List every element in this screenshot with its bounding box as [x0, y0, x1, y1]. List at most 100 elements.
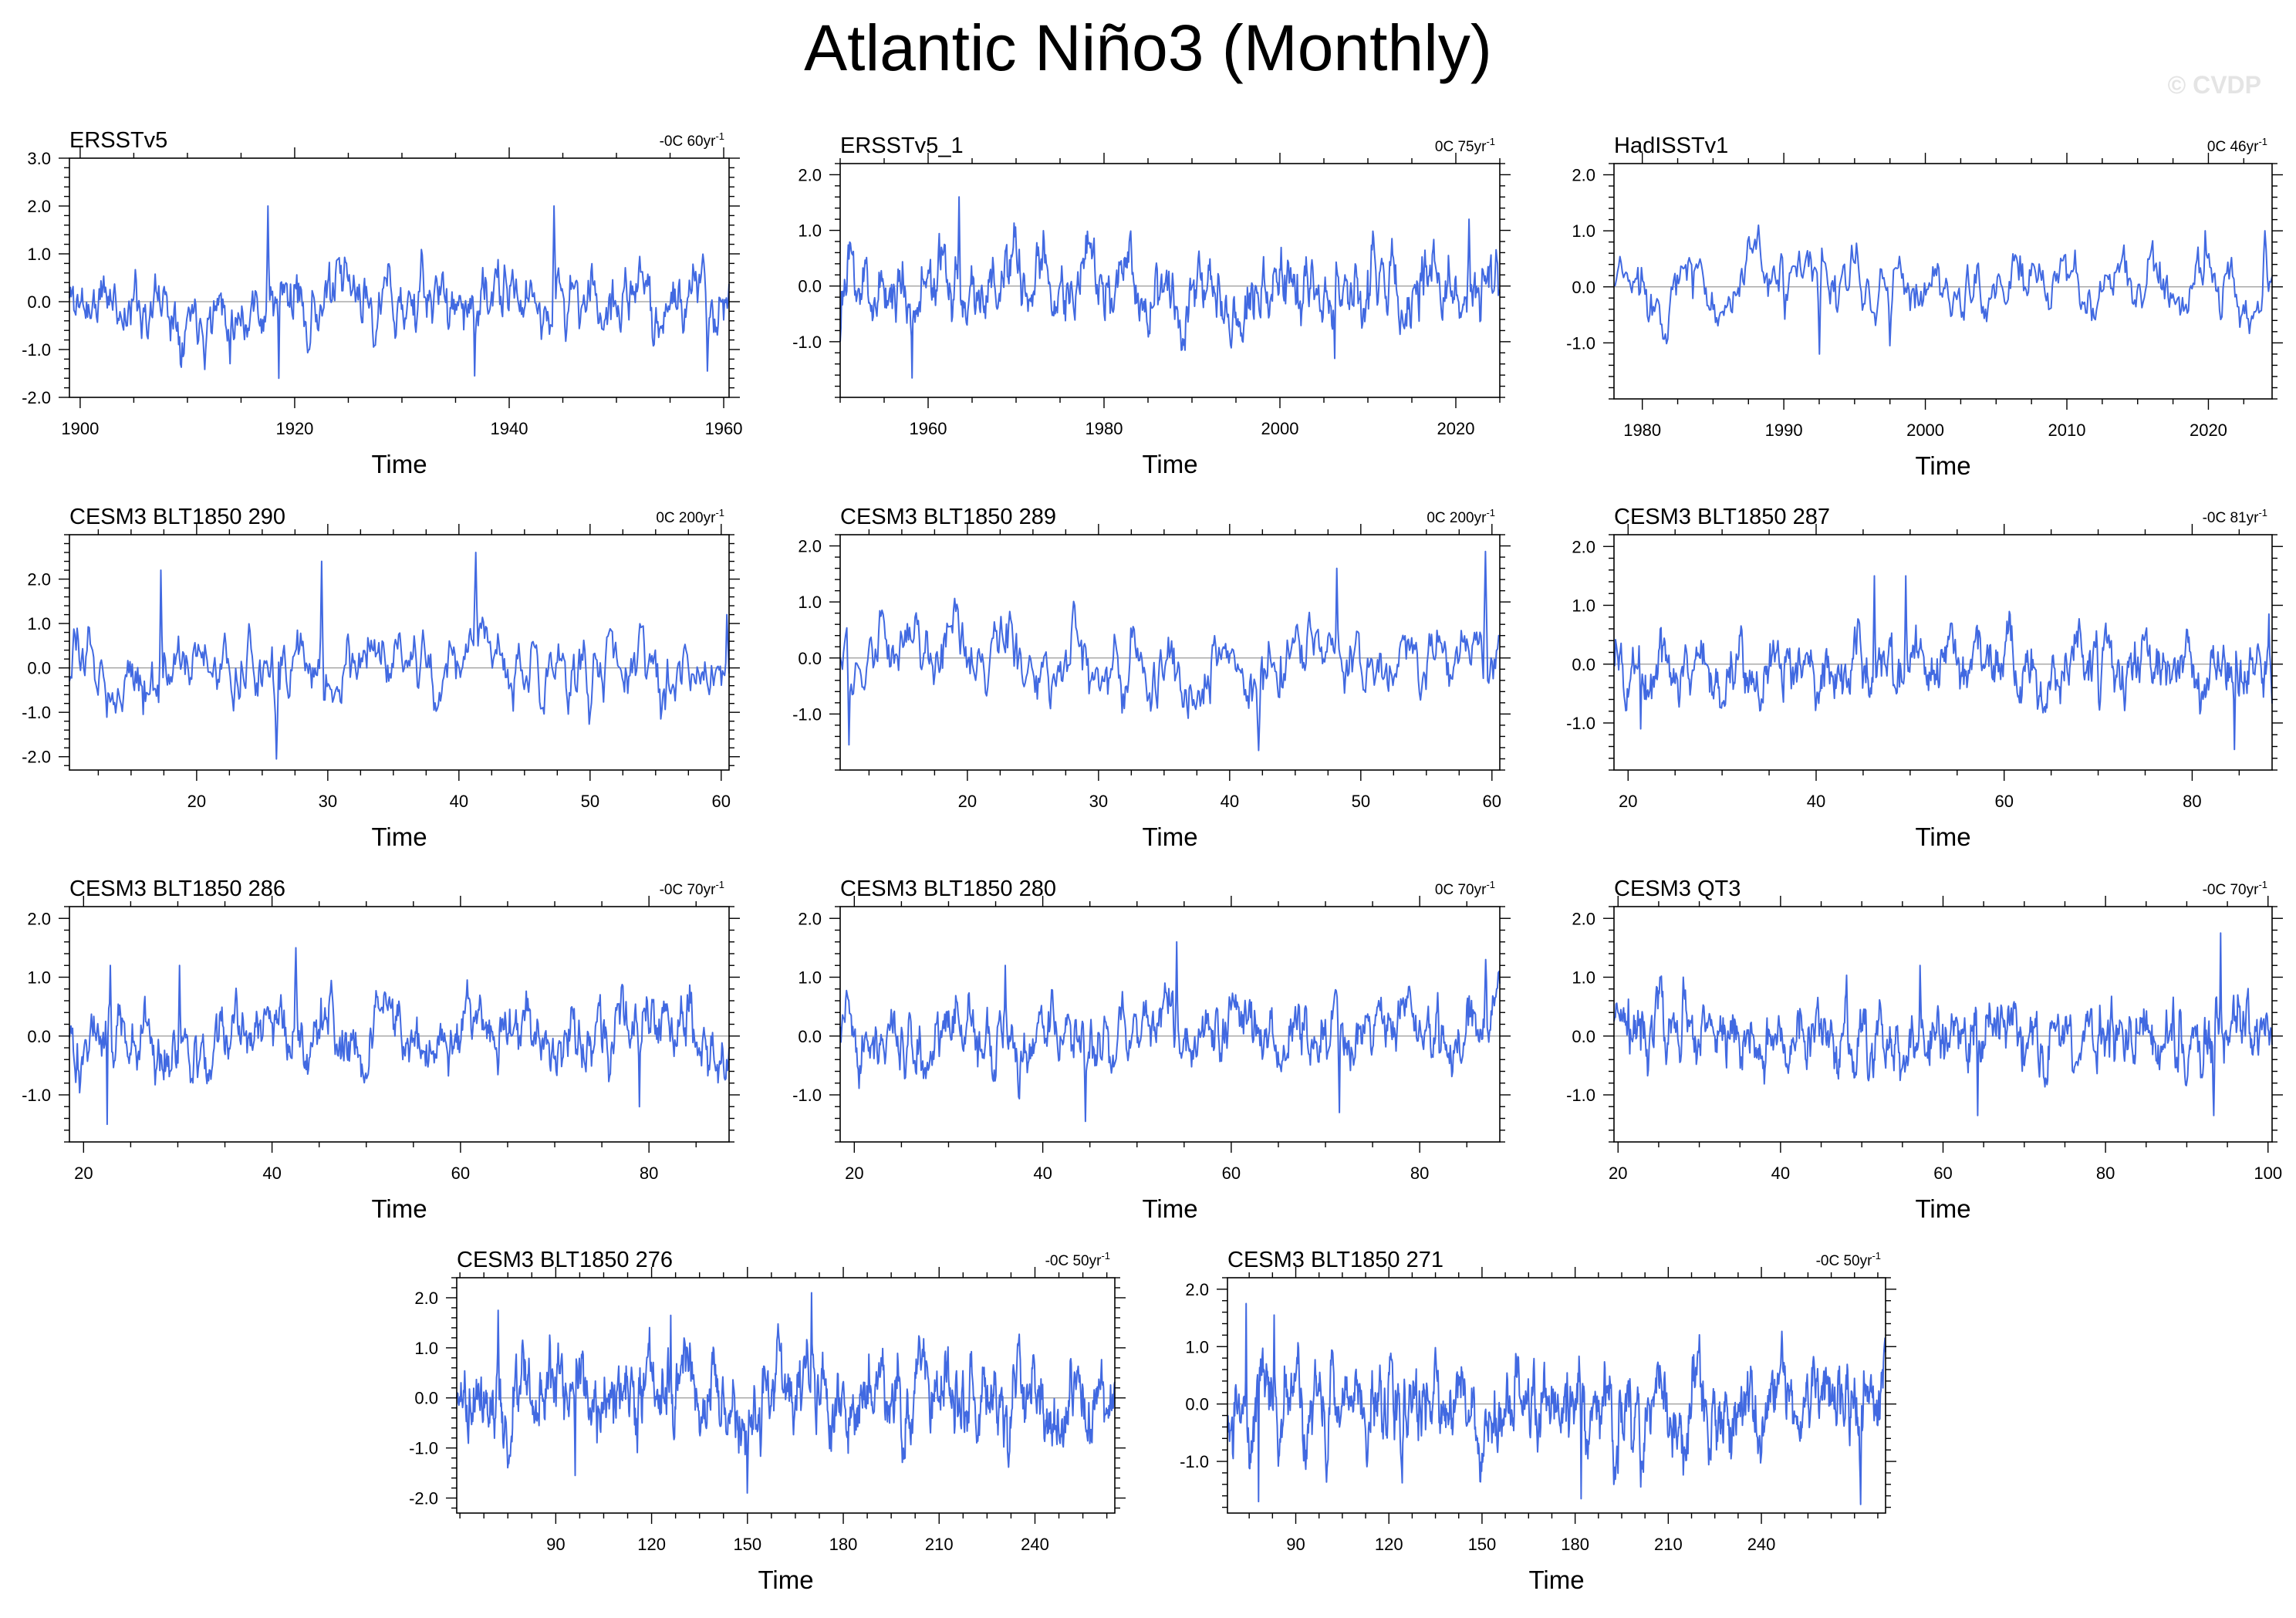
x-tick-label: 240	[1021, 1535, 1049, 1554]
x-axis-title: Time	[1915, 823, 1970, 851]
cvdp-watermark: © CVDP	[2167, 71, 2261, 99]
x-axis-title: Time	[1142, 823, 1197, 851]
chart-panel: CESM3 BLT1850 280 0C 70yr-1 -1.0 0.0 1.0 2.0 2…	[792, 877, 1511, 1223]
trend-label: -0C 70yr-1	[2203, 879, 2267, 898]
x-tick-label: 120	[1375, 1535, 1403, 1554]
y-tick-label: 2.0	[27, 570, 51, 589]
y-tick-label: 0.0	[1185, 1395, 1209, 1414]
x-axis-title: Time	[1915, 451, 1970, 480]
x-axis-title: Time	[1142, 450, 1197, 478]
plot-frame	[839, 163, 1501, 398]
x-tick-label: 80	[2096, 1164, 2115, 1183]
x-tick-label: 180	[829, 1535, 858, 1554]
data-series-line	[69, 947, 730, 1126]
x-tick-label: 1920	[275, 419, 313, 438]
x-tick-label: 40	[1807, 792, 1825, 811]
chart-panel: CESM3 BLT1850 289 0C 200yr-1 -1.0 0.0 1.0 2.0…	[792, 505, 1511, 851]
x-tick-label: 30	[319, 792, 337, 811]
x-tick-label: 40	[1221, 792, 1239, 811]
panel-title: CESM3 BLT1850 276	[457, 1248, 673, 1272]
y-tick-label: 2.0	[1572, 909, 1595, 928]
y-tick-label: -1.0	[22, 1086, 51, 1105]
x-axis-title: Time	[1142, 1194, 1197, 1223]
y-tick-label: 2.0	[27, 909, 51, 928]
x-tick-label: 1960	[705, 419, 743, 438]
x-axis-title: Time	[371, 1194, 427, 1223]
x-tick-label: 40	[1033, 1164, 1052, 1183]
y-tick-label: 2.0	[1572, 166, 1595, 185]
y-tick-label: 0.0	[1572, 278, 1595, 297]
panel-title: CESM3 BLT1850 271	[1227, 1248, 1443, 1272]
x-tick-label: 20	[845, 1164, 863, 1183]
y-tick-label: 2.0	[1572, 537, 1595, 556]
y-tick-label: 1.0	[27, 614, 51, 633]
x-tick-label: 20	[1609, 1164, 1627, 1183]
x-tick-label: 40	[262, 1164, 281, 1183]
trend-label: -0C 60yr-1	[660, 130, 724, 150]
y-tick-label: 1.0	[27, 245, 51, 264]
chart-panel: CESM3 BLT1850 276 -0C 50yr-1 -2.0 -1.0 0.0 1.…	[409, 1248, 1126, 1594]
panel-title: ERSSTv5_1	[840, 133, 964, 158]
x-tick-label: 1990	[1765, 421, 1803, 440]
y-tick-label: -2.0	[409, 1489, 438, 1508]
x-tick-label: 80	[2183, 792, 2201, 811]
y-tick-label: -1.0	[22, 703, 51, 722]
y-tick-label: -1.0	[1566, 333, 1595, 353]
data-series-line	[456, 1292, 1116, 1494]
panel-title: CESM3 BLT1850 280	[840, 877, 1056, 901]
y-tick-label: 1.0	[1572, 968, 1595, 988]
x-tick-label: 1940	[491, 419, 528, 438]
y-tick-label: -1.0	[409, 1439, 438, 1458]
x-tick-label: 60	[451, 1164, 470, 1183]
y-tick-label: -1.0	[22, 340, 51, 360]
y-tick-label: 0.0	[414, 1389, 438, 1408]
x-tick-label: 30	[1089, 792, 1108, 811]
x-tick-label: 1960	[910, 419, 947, 438]
y-tick-label: 0.0	[27, 659, 51, 678]
data-series-line	[839, 196, 1501, 379]
y-tick-label: -1.0	[1566, 1086, 1595, 1105]
panel-title: CESM3 BLT1850 290	[69, 505, 285, 529]
y-tick-label: 2.0	[1185, 1280, 1209, 1299]
x-tick-label: 210	[1654, 1535, 1683, 1554]
x-tick-label: 90	[546, 1535, 565, 1554]
trend-label: 0C 75yr-1	[1435, 136, 1495, 155]
chart-panel: CESM3 BLT1850 287 -0C 81yr-1 -1.0 0.0 1.0 2.0…	[1566, 505, 2283, 851]
y-tick-label: 2.0	[27, 197, 51, 216]
x-tick-label: 1980	[1086, 419, 1123, 438]
panel-title: CESM3 BLT1850 286	[69, 877, 285, 901]
x-axis-title: Time	[758, 1566, 813, 1594]
y-tick-label: 1.0	[414, 1339, 438, 1358]
trend-label: -0C 50yr-1	[1816, 1250, 1881, 1269]
plot-frame	[839, 534, 1501, 771]
figure-title: Atlantic Niño3 (Monthly)	[804, 12, 1492, 84]
y-tick-label: 2.0	[798, 165, 822, 184]
x-tick-label: 2020	[1437, 419, 1475, 438]
x-tick-label: 50	[1352, 792, 1370, 811]
x-tick-label: 100	[2254, 1164, 2282, 1183]
y-tick-label: 0.0	[798, 277, 822, 296]
chart-panel: CESM3 BLT1850 290 0C 200yr-1 -2.0 -1.0 0.0 1.…	[22, 505, 740, 851]
x-tick-label: 120	[637, 1535, 666, 1554]
plot-frame	[69, 534, 730, 771]
x-tick-label: 2000	[1261, 419, 1299, 438]
x-tick-label: 150	[1468, 1535, 1497, 1554]
x-tick-label: 80	[1410, 1164, 1429, 1183]
y-tick-label: 1.0	[798, 968, 822, 988]
x-tick-label: 20	[958, 792, 977, 811]
x-tick-label: 20	[187, 792, 206, 811]
data-series-line	[1613, 932, 2273, 1116]
x-tick-label: 40	[1771, 1164, 1790, 1183]
chart-panel: CESM3 BLT1850 271 -0C 50yr-1 -1.0 0.0 1.0 2.0…	[1180, 1248, 1896, 1594]
chart-panel: HadISSTv1 0C 46yr-1 -1.0 0.0 1.0 2.0 1980 1990 2…	[1566, 133, 2283, 480]
trend-label: 0C 200yr-1	[1427, 507, 1495, 526]
panel-title: CESM3 BLT1850 289	[840, 505, 1056, 529]
y-tick-label: 2.0	[798, 909, 822, 928]
y-tick-label: 0.0	[1572, 655, 1595, 674]
x-tick-label: 80	[640, 1164, 658, 1183]
y-tick-label: 1.0	[798, 593, 822, 612]
x-tick-label: 40	[450, 792, 468, 811]
x-tick-label: 60	[1222, 1164, 1241, 1183]
y-tick-label: -1.0	[1566, 714, 1595, 733]
y-tick-label: 0.0	[27, 1027, 51, 1046]
